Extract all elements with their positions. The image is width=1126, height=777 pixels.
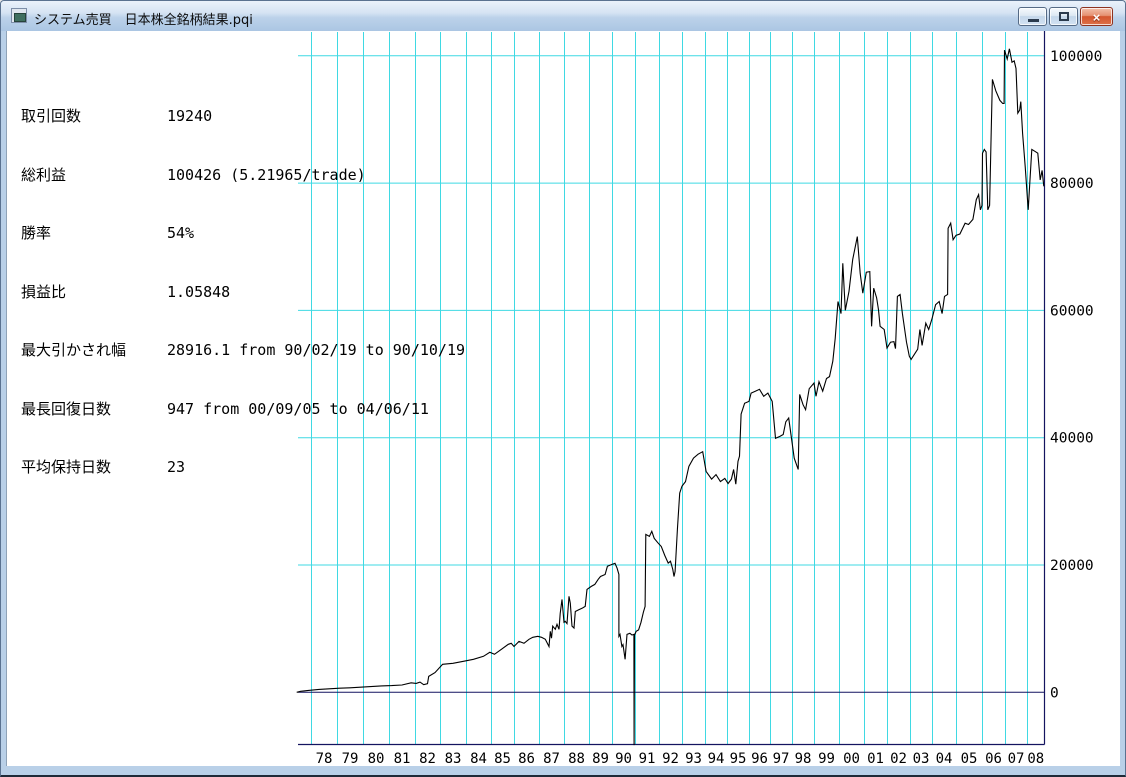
stat-row-profit-loss-ratio: 損益比 1.05848 <box>21 283 465 303</box>
x-axis-label: 78 <box>316 751 333 766</box>
x-axis-label: 04 <box>936 751 953 766</box>
x-axis-label: 96 <box>751 751 768 766</box>
maximize-button[interactable] <box>1049 7 1078 26</box>
x-axis-label: 00 <box>843 751 860 766</box>
x-axis-label: 91 <box>639 751 656 766</box>
x-axis-label: 84 <box>470 751 487 766</box>
stat-label: 取引回数 <box>21 107 82 125</box>
stat-value: 947 from 00/09/05 to 04/06/11 <box>167 399 429 418</box>
x-axis-label: 92 <box>662 751 679 766</box>
x-axis-label: 03 <box>913 751 930 766</box>
close-icon: × <box>1092 10 1101 25</box>
stat-row-total-profit: 総利益 100426 (5.21965/trade) <box>21 166 465 186</box>
stat-row-max-drawdown: 最大引かされ幅 28916.1 from 90/02/19 to 90/10/19 <box>21 341 465 361</box>
x-axis-label: 98 <box>795 751 812 766</box>
chart-client-area: 0 20000 40000 60000 80000 100000 78 79 80 81 82 83 8… <box>6 31 1120 766</box>
x-axis-label: 83 <box>445 751 462 766</box>
minimize-button[interactable] <box>1018 7 1047 26</box>
app-icon-inner <box>14 13 26 22</box>
stat-row-avg-holding-days: 平均保持日数 23 <box>21 458 465 478</box>
x-axis-label: 05 <box>961 751 978 766</box>
x-axis-label: 08 <box>1027 751 1044 766</box>
minimize-icon <box>1028 19 1039 22</box>
x-axis-label: 93 <box>685 751 702 766</box>
x-axis-label: 94 <box>708 751 725 766</box>
close-button[interactable]: × <box>1080 7 1113 26</box>
x-axis-label: 89 <box>592 751 609 766</box>
app-icon <box>11 8 27 23</box>
stat-label: 平均保持日数 <box>21 458 112 476</box>
stat-value: 54% <box>167 224 195 242</box>
x-axis-label: 01 <box>867 751 884 766</box>
x-axis-label: 86 <box>518 751 535 766</box>
x-axis-label: 90 <box>615 751 632 766</box>
stat-label: 損益比 <box>21 282 67 301</box>
y-axis-label: 20000 <box>1050 558 1094 574</box>
maximize-icon <box>1059 12 1069 21</box>
x-axis-label: 88 <box>568 751 585 766</box>
stat-label: 最長回復日数 <box>21 399 112 418</box>
y-axis-label: 80000 <box>1050 176 1094 192</box>
stat-label: 勝率 <box>21 224 52 242</box>
x-axis-label: 87 <box>543 751 560 766</box>
x-axis-label: 99 <box>818 751 835 766</box>
x-axis-label: 97 <box>773 751 790 766</box>
stat-label: 最大引かされ幅 <box>21 341 127 359</box>
x-axis-label: 85 <box>494 751 511 766</box>
stat-row-win-rate: 勝率 54% <box>21 224 465 244</box>
stats-block: 取引回数 19240 総利益 100426 (5.21965/trade) 勝率 54… <box>21 68 465 517</box>
window-controls: × <box>1016 7 1113 26</box>
stat-value: 100426 (5.21965/trade) <box>167 165 366 184</box>
x-axis-label: 95 <box>730 751 747 766</box>
y-axis-label: 40000 <box>1050 431 1094 447</box>
y-axis-label: 0 <box>1050 685 1059 701</box>
stat-value: 28916.1 from 90/02/19 to 90/10/19 <box>167 341 466 359</box>
x-axis-label: 81 <box>394 751 411 766</box>
x-axis-label: 06 <box>985 751 1002 766</box>
y-axis-label: 100000 <box>1050 49 1102 65</box>
x-axis-label: 07 <box>1008 751 1025 766</box>
stat-row-longest-recovery: 最長回復日数 947 from 00/09/05 to 04/06/11 <box>21 400 465 420</box>
x-axis-label: 82 <box>419 751 436 766</box>
y-axis-label: 60000 <box>1050 303 1094 319</box>
window-title: システム売買 日本株全銘柄結果.pqi <box>34 13 253 28</box>
x-axis-label: 79 <box>342 751 359 766</box>
titlebar[interactable]: システム売買 日本株全銘柄結果.pqi × <box>1 1 1125 31</box>
stat-value: 19240 <box>167 107 213 125</box>
stat-label: 総利益 <box>21 165 67 184</box>
x-axis-label: 80 <box>368 751 385 766</box>
stat-value: 23 <box>167 458 186 476</box>
stat-row-trades: 取引回数 19240 <box>21 107 465 127</box>
stat-value: 1.05848 <box>167 282 231 301</box>
x-axis-label: 02 <box>890 751 907 766</box>
